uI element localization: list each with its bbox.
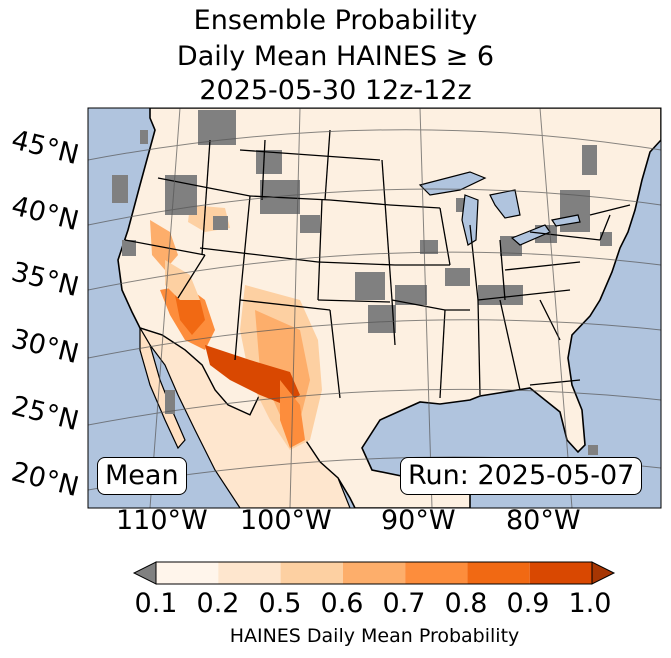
colorbar-label: HAINES Daily Mean Probability: [229, 625, 520, 647]
lon-label-100: 100°W: [240, 505, 332, 536]
colorbar-segment: [529, 562, 592, 584]
colorbar-tick: 0.5: [258, 588, 302, 619]
lon-label-110: 110°W: [116, 505, 208, 536]
colorbar-tick: 0.6: [320, 588, 364, 619]
colorbar-segment: [280, 562, 343, 584]
colorbar-under-triangle: [132, 561, 157, 585]
colorbar-segment: [405, 562, 468, 584]
colorbar-frame: [155, 561, 593, 585]
colorbar-tick: 0.1: [134, 588, 178, 619]
title-line-3: 2025-05-30 12z-12z: [199, 75, 472, 106]
run-date-box: Run: 2025-05-07: [400, 457, 643, 495]
colorbar-tick: 0.2: [196, 588, 240, 619]
mean-label-box: Mean: [97, 457, 187, 495]
colorbar-segment: [218, 562, 281, 584]
lon-label-90: 90°W: [381, 505, 456, 536]
colorbar-tick: 0.7: [382, 588, 426, 619]
colorbar-segment: [342, 562, 406, 584]
map-frame: [87, 107, 662, 509]
baja-peninsula: [139, 325, 186, 450]
title-line-2: Daily Mean HAINES ≥ 6: [176, 41, 495, 72]
colorbar-tick: 0.8: [444, 588, 488, 619]
colorbar-over-triangle: [591, 561, 616, 585]
colorbar-tick: 1.0: [568, 588, 612, 619]
lon-label-80: 80°W: [506, 505, 581, 536]
state-borders: [124, 129, 631, 399]
colorbar-tick: 0.9: [506, 588, 550, 619]
colorbar-segment: [156, 562, 219, 584]
title-line-1: Ensemble Probability: [193, 5, 478, 36]
colorbar-segment: [467, 562, 530, 584]
